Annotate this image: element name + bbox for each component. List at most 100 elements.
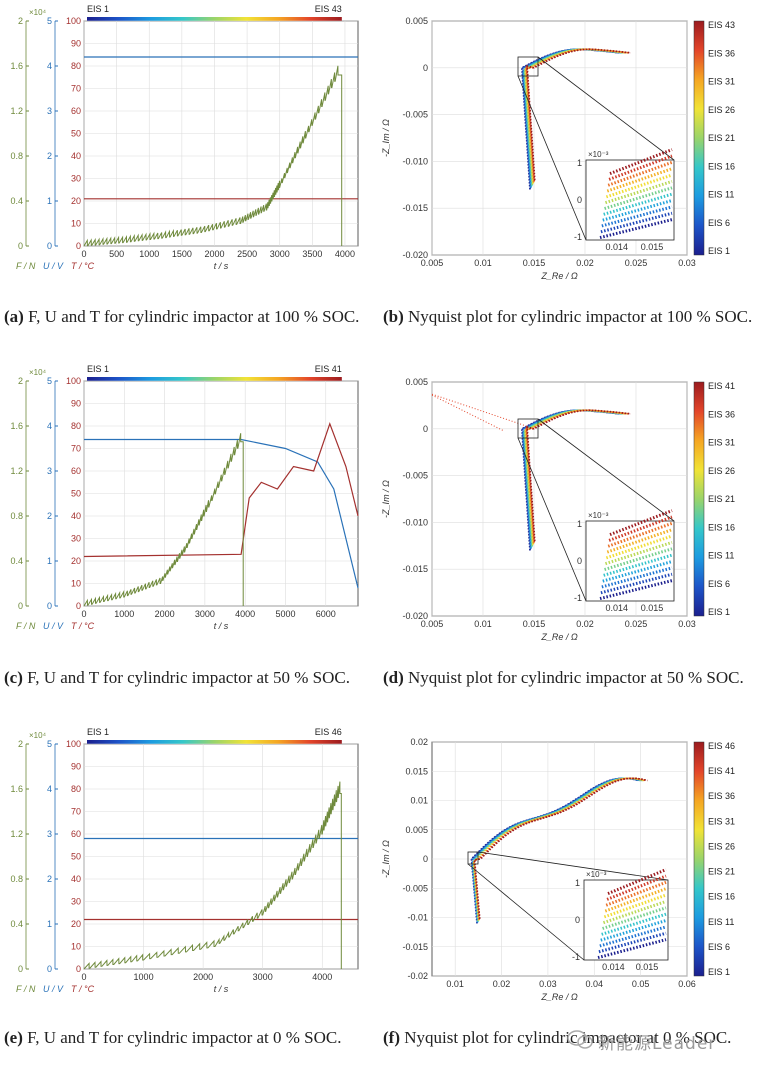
- force-tick-label: 1.2: [10, 466, 23, 476]
- temp-tick-label: 20: [71, 196, 81, 206]
- voltage-tick-label: 1: [47, 196, 52, 206]
- colorbar-label: EIS 21: [708, 133, 735, 143]
- zoom-connector: [477, 851, 669, 881]
- inset-series: [606, 874, 667, 901]
- x-tick-label: 3000: [253, 972, 273, 982]
- inset-series: [601, 912, 667, 936]
- force-series: [83, 433, 244, 607]
- x-tick-label: 0: [81, 972, 86, 982]
- voltage-tick-label: 1: [47, 556, 52, 566]
- y-tick-label: -0.02: [407, 971, 428, 981]
- y-tick-label: 0.005: [405, 377, 428, 387]
- voltage-series: [84, 438, 359, 589]
- voltage-tick-label: 0: [47, 241, 52, 251]
- temp-tick-label: 100: [66, 16, 81, 26]
- inset-exponent: ×10⁻³: [588, 150, 609, 159]
- inset-series: [603, 893, 667, 919]
- wechat-logo-icon: [567, 1030, 593, 1049]
- y-axis-label: -Z_Im / Ω: [381, 480, 391, 518]
- temp-tick-label: 100: [66, 376, 81, 386]
- inset-series: [603, 553, 673, 577]
- x-axis-label: Z_Re / Ω: [540, 632, 578, 642]
- temp-tick-label: 60: [71, 106, 81, 116]
- force-exponent: ×10⁴: [29, 731, 47, 740]
- temp-tick-label: 50: [71, 852, 81, 862]
- inset-series: [603, 192, 673, 216]
- inset-series: [609, 509, 673, 536]
- x-axis-label: Z_Re / Ω: [540, 271, 578, 281]
- colorbar-label: EIS 36: [708, 409, 735, 419]
- x-tick-label: 0.005: [421, 258, 444, 268]
- voltage-tick-label: 5: [47, 739, 52, 749]
- inset-y-tick-label: 0: [575, 915, 580, 925]
- inset-x-tick-label: 0.014: [606, 242, 629, 252]
- temperature-series: [83, 422, 359, 558]
- voltage-tick-label: 0: [47, 601, 52, 611]
- eis-bar: EIS 1 EIS 46: [87, 727, 342, 744]
- inset-series: [605, 880, 667, 907]
- colorbar: [693, 741, 705, 977]
- y-tick-label: 0.005: [405, 16, 428, 26]
- zoom-connector: [467, 863, 585, 961]
- temp-tick-label: 30: [71, 174, 81, 184]
- y-tick-label: -0.015: [402, 564, 428, 574]
- force-tick-label: 0.4: [10, 196, 23, 206]
- x-tick-label: 5000: [275, 609, 295, 619]
- caption-b: (b) Nyquist plot for cylindric impactor …: [383, 307, 753, 326]
- temp-tick-label: 90: [71, 762, 81, 772]
- y-tick-label: 0: [423, 424, 428, 434]
- x-axis-label: t / s: [214, 621, 229, 631]
- colorbar-label: EIS 6: [708, 218, 730, 228]
- temp-tick-label: 30: [71, 534, 81, 544]
- colorbar-label: EIS 21: [708, 867, 735, 877]
- force-tick-label: 2: [18, 376, 23, 386]
- force-tick-label: 2: [18, 739, 23, 749]
- voltage-tick-label: 4: [47, 61, 52, 71]
- zoom-box: [517, 56, 539, 77]
- inset-x-tick-label: 0.014: [602, 962, 625, 972]
- zoom-box: [467, 851, 479, 865]
- temp-tick-label: 70: [71, 444, 81, 454]
- x-tick-label: 3000: [270, 249, 290, 259]
- x-tick-label: 3000: [195, 609, 215, 619]
- temp-tick-label: 0: [76, 601, 81, 611]
- eis-bar-fill: [87, 17, 342, 21]
- colorbar-label: EIS 6: [708, 579, 730, 589]
- y-tick-label: 0: [423, 63, 428, 73]
- temp-tick-label: 40: [71, 151, 81, 161]
- temp-axis-label: T / °C: [71, 261, 95, 271]
- x-tick-label: 0.04: [586, 979, 604, 989]
- colorbar-label: EIS 1: [708, 607, 730, 617]
- y-tick-label: 0.01: [410, 796, 428, 806]
- voltage-tick-label: 4: [47, 784, 52, 794]
- x-tick-label: 0.01: [474, 619, 492, 629]
- force-tick-label: 0.8: [10, 151, 23, 161]
- x-tick-label: 500: [109, 249, 124, 259]
- inset-series: [600, 211, 673, 234]
- inset-exponent: ×10⁻³: [586, 870, 607, 879]
- eis-first-label: EIS 1: [87, 727, 109, 737]
- x-tick-label: 0: [81, 249, 86, 259]
- x-tick-label: 0.02: [576, 619, 594, 629]
- x-tick-label: 2000: [193, 972, 213, 982]
- force-tick-label: 0: [18, 241, 23, 251]
- temp-tick-label: 80: [71, 61, 81, 71]
- eis-first-label: EIS 1: [87, 4, 109, 14]
- temp-tick-label: 80: [71, 421, 81, 431]
- nyquist-series: [526, 48, 631, 181]
- inset-y-tick-label: 0: [577, 195, 582, 205]
- voltage-tick-label: 2: [47, 151, 52, 161]
- temp-tick-label: 20: [71, 919, 81, 929]
- colorbar-label: EIS 31: [708, 438, 735, 448]
- force-series: [83, 781, 342, 970]
- x-tick-label: 0: [81, 609, 86, 619]
- y-tick-label: -0.020: [402, 250, 428, 260]
- force-tick-label: 1.2: [10, 829, 23, 839]
- inset-x-tick-label: 0.015: [641, 603, 664, 613]
- colorbar-label: EIS 16: [708, 161, 735, 171]
- colorbar-label: EIS 16: [708, 892, 735, 902]
- voltage-axis-label: U / V: [43, 621, 64, 631]
- colorbar-label: EIS 31: [708, 816, 735, 826]
- x-tick-label: 1000: [114, 609, 134, 619]
- colorbar-label: EIS 11: [708, 551, 734, 561]
